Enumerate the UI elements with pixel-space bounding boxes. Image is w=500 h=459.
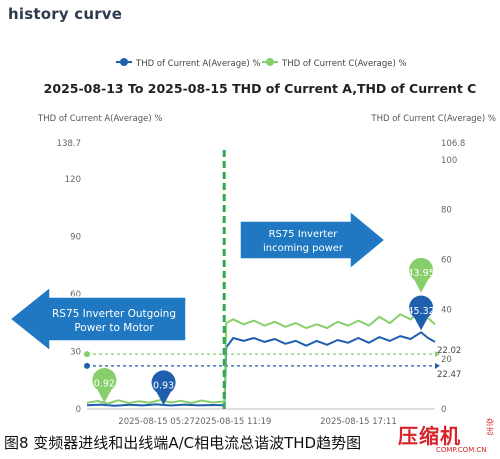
legend-dot-a: [120, 58, 128, 66]
marker-pin: [409, 295, 434, 331]
annotation-outgoing: RS75 Inverter Outgoing Power to Motor: [8, 285, 187, 353]
page-title: history curve: [8, 5, 123, 23]
y-tick-left-label: 30: [70, 347, 81, 357]
y-tick-left-label: 60: [70, 290, 81, 300]
brand-url: COMP.COM.CN: [436, 446, 487, 454]
marker-pin: [151, 370, 176, 406]
map-pin-icon: 45.32: [407, 295, 435, 331]
marker-label: 43.95: [407, 268, 434, 279]
chart-title: 2025-08-13 To 2025-08-15 THD of Current …: [44, 81, 477, 96]
legend-label-c: THD of Current C(Average) %: [281, 59, 407, 69]
annotation-incoming-line1: RS75 Inverter: [269, 229, 339, 240]
series-line-c: [86, 309, 436, 405]
x-tick-label: 2025-08-15 17:11: [320, 417, 397, 427]
legend-item-a[interactable]: THD of Current A(Average) %: [116, 58, 260, 69]
marker-label: 45.32: [407, 306, 434, 317]
map-pin-icon: 0.93: [151, 370, 176, 406]
series-line-a: [86, 331, 436, 407]
y-tick-right-label: 60: [441, 256, 452, 266]
legend-dot-c: [266, 58, 274, 66]
reference-dot: [84, 362, 90, 369]
y-tick-right-label: 40: [441, 305, 452, 315]
marker-pin: [409, 257, 434, 293]
brand-logo: 压缩机: [398, 424, 461, 448]
legend[interactable]: THD of Current A(Average) % THD of Curre…: [116, 58, 407, 69]
thd-chart: THD of Current A(Average) % THD of Curre…: [8, 58, 496, 427]
map-pin-icon: 0.92: [92, 368, 117, 403]
y-tick-right-label: 106.8: [441, 139, 465, 149]
x-tick-label: 2025-08-15 05:27: [118, 417, 195, 427]
y-tick-right-label: 0: [441, 405, 446, 415]
y-tick-left-label: 0: [76, 405, 81, 415]
y-axis-left-label: THD of Current A(Average) %: [37, 114, 162, 124]
annotation-outgoing-line2: Power to Motor: [74, 322, 154, 334]
reference-arrowhead: [435, 362, 440, 369]
y-ticks-left: 0 30 60 90 120 138.7: [57, 139, 81, 415]
reference-line-label: 22.47: [437, 370, 461, 380]
y-tick-left-label: 138.7: [57, 139, 81, 149]
reference-line-label: 22.02: [437, 346, 461, 356]
y-tick-left-label: 120: [65, 175, 81, 185]
reference-dot: [84, 351, 90, 358]
y-tick-right-label: 20: [441, 355, 452, 365]
marker-label: 0.93: [153, 381, 174, 392]
x-tick-label: 2025-08-15 11:19: [195, 417, 272, 427]
series-layer: [86, 309, 436, 407]
annotation-outgoing-line1: RS75 Inverter Outgoing: [52, 308, 176, 320]
annotation-incoming: RS75 Inverter incoming power: [239, 209, 387, 271]
y-tick-right-label: 100: [441, 156, 457, 166]
marker-pin: [92, 368, 117, 403]
y-tick-right-label: 80: [441, 206, 452, 216]
left-arrow-icon: [8, 285, 187, 353]
y-ticks-right: 0 20 40 60 80 100 106.8: [441, 139, 465, 415]
map-pin-icon: 43.95: [407, 257, 435, 293]
x-ticks: 2025-08-15 05:27 2025-08-15 11:19 2025-08-…: [118, 417, 396, 427]
legend-label-a: THD of Current A(Average) %: [135, 59, 260, 69]
annotation-incoming-line2: incoming power: [263, 243, 344, 254]
reference-lines: 22.02 22.47: [84, 346, 461, 380]
right-arrow-icon: [239, 209, 387, 271]
brand-side: 杂志: [486, 418, 494, 436]
reference-arrowhead: [435, 351, 440, 358]
y-tick-left-label: 90: [70, 232, 81, 242]
figure-caption: 图8 变频器进线和出线端A/C相电流总谐波THD趋势图: [4, 434, 362, 452]
markers: 0.92 0.93 43.95 45.32: [92, 257, 435, 406]
marker-label: 0.92: [94, 378, 115, 389]
y-axis-right-label: THD of Current C(Average) %: [370, 114, 496, 124]
legend-item-c[interactable]: THD of Current C(Average) %: [262, 58, 407, 69]
